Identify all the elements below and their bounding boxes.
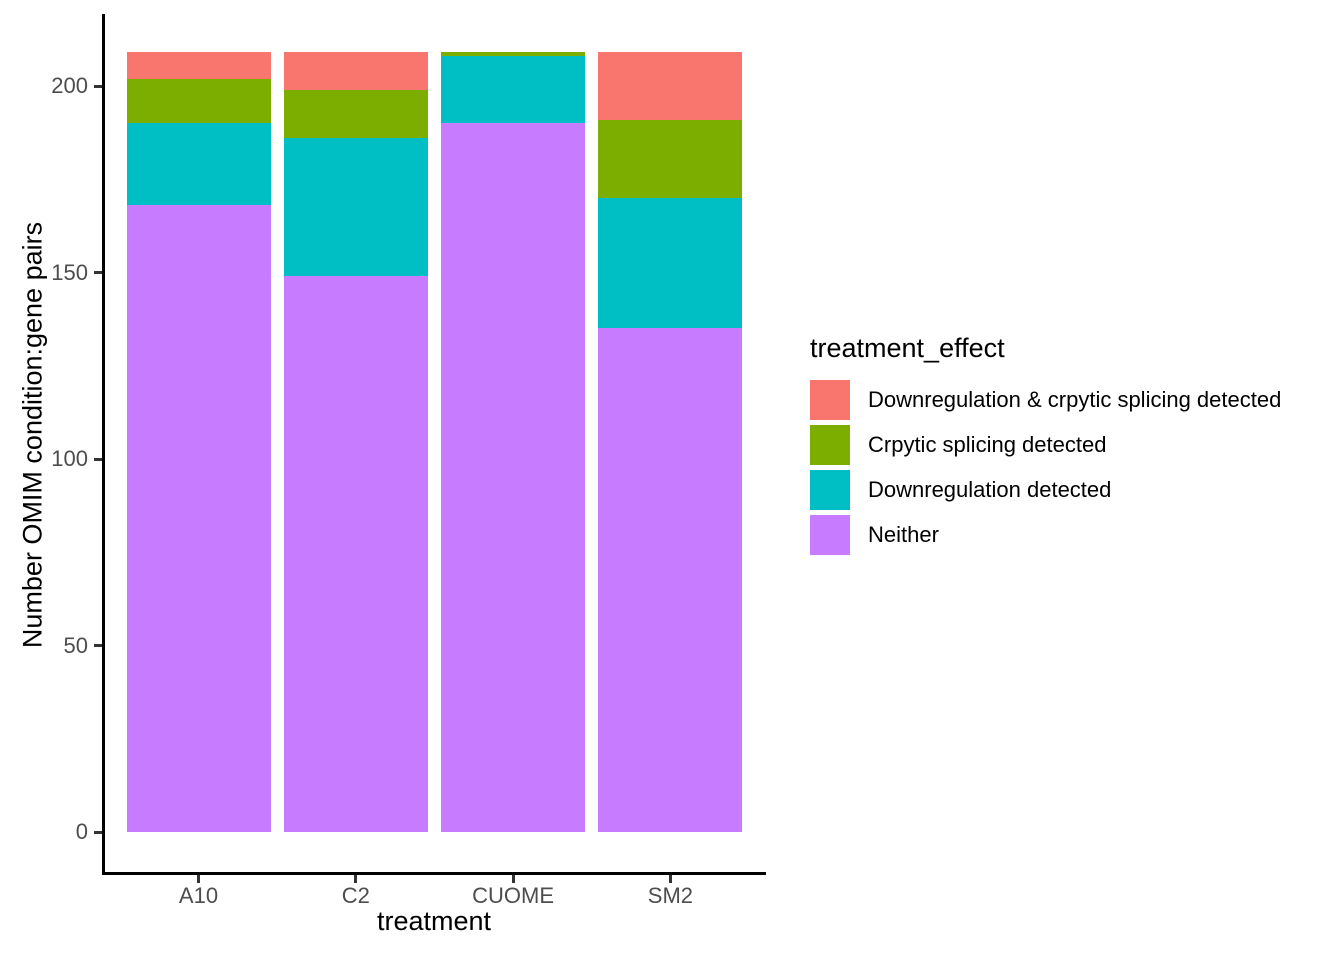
legend-item-downregulation-detected: Downregulation detected [810,470,1281,510]
y-tick-label: 50 [63,632,88,658]
bar-segment-sm2-downregulation-crpytic-splicing-detected [598,52,743,120]
legend-swatch [810,470,850,510]
bar-segment-a10-neither [126,205,271,832]
legend: treatment_effect Downregulation & crpyti… [810,333,1281,560]
bar-segment-sm2-crpytic-splicing-detected [598,119,743,198]
legend-item-neither: Neither [810,515,1281,555]
y-tick-mark [94,84,102,88]
legend-swatch [810,425,850,465]
x-tick-mark [511,875,515,883]
legend-items: Downregulation & crpytic splicing detect… [810,380,1281,555]
legend-label: Downregulation & crpytic splicing detect… [868,387,1282,412]
x-tick-label-a10: A10 [178,883,219,908]
y-tick-mark [94,457,102,461]
bar-segment-a10-downregulation-crpytic-splicing-detected [126,52,271,79]
legend-item-crpytic-splicing-detected: Crpytic splicing detected [810,425,1281,465]
bar-segment-c2-neither [283,276,428,832]
bar-segment-c2-downregulation-detected [283,138,428,277]
legend-title: treatment_effect [810,333,1005,363]
bar-segment-c2-crpytic-splicing-detected [283,89,428,139]
y-tick-label: 100 [51,446,88,471]
y-axis-line [102,14,105,875]
y-tick-label: 0 [75,819,88,844]
y-tick-label: 150 [51,259,88,285]
legend-swatch [810,380,850,420]
bar-segment-cuome-neither [441,123,586,832]
x-tick-mark [354,875,358,883]
x-axis-line [102,872,766,875]
legend-label: Crpytic splicing detected [868,432,1107,457]
legend-label: Neither [868,522,939,547]
x-tick-label-cuome: CUOME [472,883,555,908]
x-tick-label-sm2: SM2 [647,883,694,908]
y-tick-label: 200 [51,73,88,98]
x-tick-label-c2: C2 [341,883,370,908]
bar-segment-c2-downregulation-crpytic-splicing-detected [283,52,428,90]
legend-swatch [810,515,850,555]
bar-segment-sm2-neither [598,328,743,832]
x-tick-mark [197,875,200,883]
y-axis-title: Number OMIM condition:gene pairs [17,221,48,649]
bar-segment-cuome-downregulation-detected [441,56,586,124]
x-axis-title: treatment [376,906,492,936]
bar-segment-a10-crpytic-splicing-detected [126,78,271,124]
legend-label: Downregulation detected [868,477,1112,502]
bar-segment-a10-downregulation-detected [126,123,271,206]
x-tick-mark [668,875,672,883]
y-tick-mark [94,644,102,647]
bar-segment-sm2-downregulation-detected [598,197,743,329]
legend-item-downregulation-crpytic-splicing-detected: Downregulation & crpytic splicing detect… [810,380,1281,420]
y-tick-mark [94,271,102,274]
bar-segment-cuome-crpytic-splicing-detected [441,52,586,57]
y-tick-mark [94,830,102,834]
